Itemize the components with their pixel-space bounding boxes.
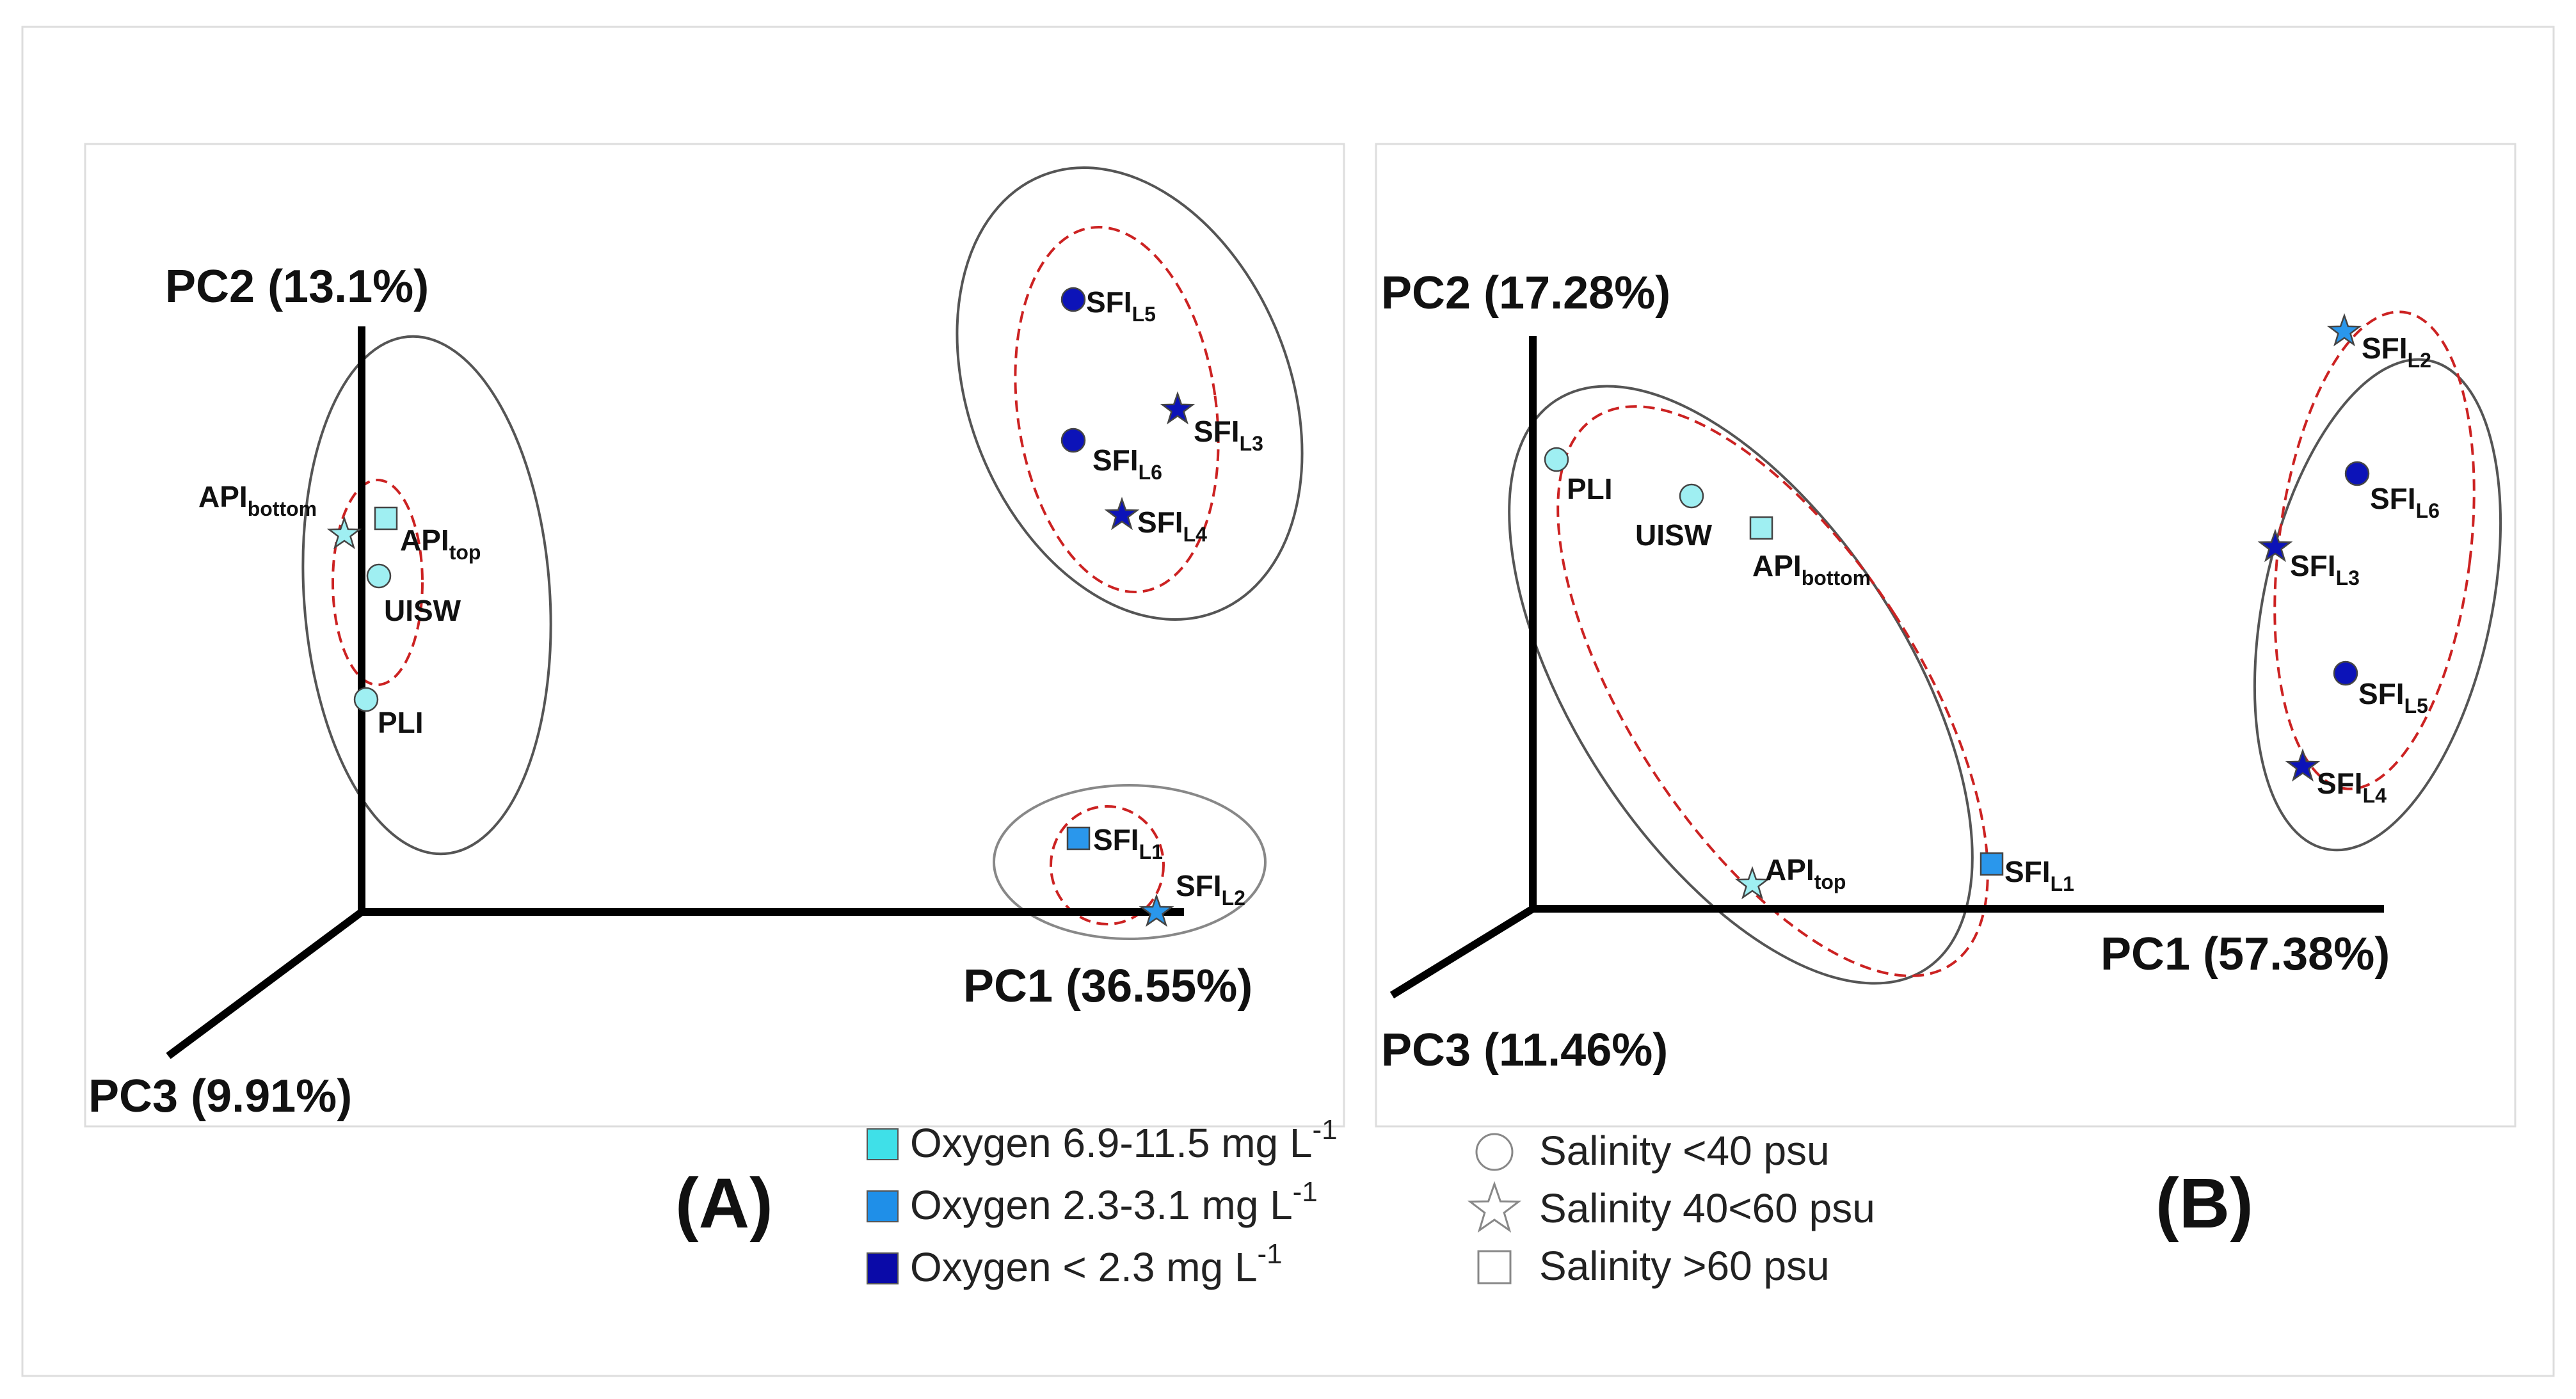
panel-a: PC2 (13.1%) PC1 (36.55%) PC3 (9.91%) API… bbox=[84, 143, 1345, 1128]
panel-a-cluster-top-right-outer bbox=[956, 166, 1304, 621]
panel-b-letter: (B) bbox=[2156, 1164, 2253, 1243]
legend-salinity-low-marker bbox=[1475, 1133, 1514, 1171]
panel-a-cluster-bottom-right-inner bbox=[1050, 805, 1165, 925]
panel-b-pc3-axis bbox=[1389, 905, 1535, 999]
b-api-bottom-marker bbox=[1749, 516, 1773, 540]
b-pli-marker bbox=[1544, 447, 1569, 472]
legend-oxygen-low-text: Oxygen < 2.3 mg L-1 bbox=[910, 1238, 1283, 1290]
a-uisw-marker bbox=[366, 563, 392, 589]
panel-b-cluster-right-outer bbox=[2253, 358, 2502, 852]
b-sfi-l5-marker bbox=[2333, 660, 2358, 686]
panel-b-pc3-label: PC3 (11.46%) bbox=[1381, 1025, 1668, 1076]
b-sfi-l2-marker bbox=[2326, 313, 2362, 347]
a-pli-marker bbox=[353, 687, 379, 712]
panel-a-cluster-top-right-inner bbox=[1014, 225, 1220, 594]
a-uisw-label: UISW bbox=[384, 594, 461, 627]
legend-oxygen-mid-swatch bbox=[867, 1190, 899, 1222]
a-sfi-l5-marker bbox=[1060, 287, 1086, 312]
legend-oxygen: Oxygen 6.9-11.5 mg L-1 Oxygen 2.3-3.1 mg … bbox=[867, 1114, 1338, 1290]
legend-salinity-low-text: Salinity <40 psu bbox=[1539, 1128, 1830, 1174]
panel-b-cluster-left-inner bbox=[1556, 405, 1989, 977]
panel-a-cluster-left-outer bbox=[301, 335, 552, 856]
a-pli-label: PLI bbox=[378, 706, 424, 739]
panel-b-frame bbox=[1375, 143, 2516, 1128]
panel-a-pc2-label: PC2 (13.1%) bbox=[165, 261, 429, 312]
b-uisw-marker bbox=[1679, 483, 1704, 509]
legend-oxygen-mid-text: Oxygen 2.3-3.1 mg L-1 bbox=[910, 1176, 1318, 1228]
b-sfi-l3-marker bbox=[2257, 529, 2293, 563]
panel-a-cluster-bottom-right-outer bbox=[993, 784, 1267, 940]
panel-a-letter: (A) bbox=[675, 1164, 773, 1243]
legend-salinity-high-marker bbox=[1477, 1250, 1512, 1284]
panel-b-pc2-label: PC2 (17.28%) bbox=[1381, 268, 1670, 319]
panel-a-pc3-axis bbox=[166, 909, 364, 1059]
a-api-bottom-marker bbox=[326, 516, 362, 550]
a-sfi-l6-marker bbox=[1060, 428, 1086, 453]
b-sfi-l1-marker bbox=[1980, 852, 2004, 876]
legend-salinity-high-text: Salinity >60 psu bbox=[1539, 1243, 1830, 1289]
legend-oxygen-low-swatch bbox=[867, 1252, 899, 1284]
a-sfi-l3-marker bbox=[1160, 391, 1196, 425]
legend-salinity-mid-marker bbox=[1467, 1181, 1522, 1233]
legend-salinity: Salinity <40 psu Salinity 40<60 psu Salini… bbox=[1467, 1128, 1875, 1289]
a-sfi-l1-marker bbox=[1066, 826, 1091, 851]
legend: Oxygen 6.9-11.5 mg L-1 Oxygen 2.3-3.1 mg … bbox=[867, 1114, 1875, 1290]
b-api-top-marker bbox=[1734, 866, 1770, 900]
panel-b-pc1-label: PC1 (57.38%) bbox=[2100, 929, 2390, 980]
panel-b-cluster-right-inner bbox=[2273, 310, 2476, 790]
panel-a-pc3-label: PC3 (9.91%) bbox=[88, 1071, 352, 1122]
a-api-top-marker bbox=[374, 506, 398, 531]
legend-oxygen-high-swatch bbox=[867, 1128, 899, 1160]
b-sfi-l6-marker bbox=[2344, 461, 2370, 486]
panel-b: PC2 (17.28%) PC1 (57.38%) PC3 (11.46%) P… bbox=[1375, 143, 2516, 1128]
b-uisw-label: UISW bbox=[1635, 518, 1713, 552]
figure-frame bbox=[21, 26, 2555, 1377]
legend-oxygen-high-text: Oxygen 6.9-11.5 mg L-1 bbox=[910, 1114, 1338, 1166]
legend-salinity-mid-text: Salinity 40<60 psu bbox=[1539, 1185, 1875, 1231]
panel-a-cluster-left-inner bbox=[332, 479, 424, 686]
panel-a-pc1-label: PC1 (36.55%) bbox=[963, 961, 1252, 1012]
b-sfi-l4-marker bbox=[2285, 748, 2321, 782]
a-sfi-l4-marker bbox=[1104, 497, 1140, 531]
b-pli-label: PLI bbox=[1567, 472, 1613, 506]
a-sfi-l2-marker bbox=[1139, 893, 1174, 927]
